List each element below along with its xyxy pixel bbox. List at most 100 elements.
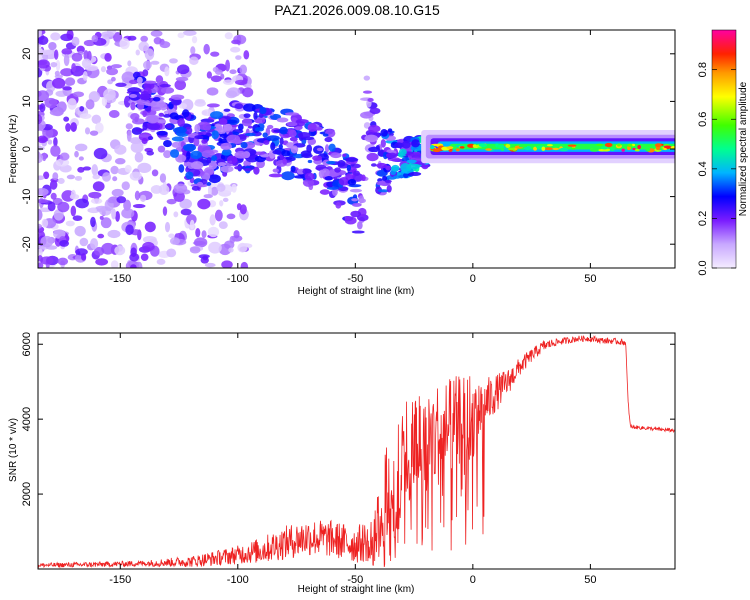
spectral-blob: [159, 136, 170, 141]
spectral-blob: [380, 129, 388, 137]
spectral-blob: [144, 48, 155, 61]
spectral-blob: [208, 241, 222, 254]
spectral-blob: [500, 148, 505, 151]
spectral-blob: [55, 158, 70, 167]
spectral-blob: [110, 260, 119, 268]
spectral-blob: [147, 136, 154, 141]
spectral-blob: [57, 177, 65, 185]
spectral-blob: [150, 30, 163, 37]
spectral-blob: [49, 180, 58, 190]
spectral-blob: [130, 264, 137, 268]
spectral-blob: [166, 248, 177, 258]
spectral-blob: [268, 173, 283, 178]
spectral-blob: [142, 122, 148, 131]
spectral-blob: [219, 133, 229, 138]
colorbar-ticks: 0.0 0.2 0.4 0.6 0.8: [697, 62, 736, 276]
spectral-blob: [533, 146, 537, 151]
spectral-blob: [203, 194, 213, 199]
spectral-blob: [382, 175, 388, 181]
spectral-blob: [146, 114, 159, 124]
spectral-blob: [50, 192, 57, 200]
spectral-blob: [141, 137, 148, 145]
spectral-blob: [121, 208, 135, 219]
spectral-blob: [79, 237, 89, 247]
x-tick-label: 50: [584, 574, 596, 586]
spectral-blob: [552, 147, 560, 151]
spectral-blob: [162, 180, 167, 192]
spectral-blob: [376, 162, 388, 169]
spectral-blob: [335, 201, 342, 209]
spectral-blob: [157, 145, 166, 153]
spectral-blob: [627, 143, 633, 148]
spectral-blob: [89, 130, 99, 136]
spectral-blob: [211, 155, 218, 162]
spectral-blob: [116, 196, 127, 204]
spectral-blob: [72, 91, 85, 98]
spectral-blob: [84, 127, 91, 135]
spectral-blob: [254, 127, 265, 132]
spectral-blob: [518, 145, 528, 148]
spectral-blob: [338, 176, 350, 186]
spectral-blob: [186, 151, 191, 160]
spectral-blob: [135, 49, 140, 56]
spectral-blob: [398, 148, 407, 156]
spectral-blob: [201, 230, 207, 239]
spectral-blob: [385, 152, 398, 159]
spectral-blob: [276, 117, 289, 123]
spectral-blob: [406, 163, 421, 170]
spectral-blob: [142, 241, 155, 252]
spectral-blob: [346, 164, 352, 171]
spectral-blob: [315, 126, 323, 131]
spectral-blob: [353, 170, 360, 177]
spectral-blob: [222, 197, 229, 203]
spectral-blob: [75, 198, 89, 209]
spectral-blob: [95, 122, 104, 134]
spectral-blob: [610, 147, 615, 151]
spectral-blob: [408, 171, 422, 176]
spectral-blob: [197, 198, 211, 210]
spectral-blob: [360, 174, 366, 182]
spectral-blob: [38, 30, 42, 39]
spectral-blob: [50, 62, 58, 68]
spectral-blob: [129, 171, 142, 181]
spectral-blob: [74, 175, 83, 181]
spectral-blob: [399, 174, 404, 179]
spectral-blob: [165, 124, 172, 129]
spectral-blob: [79, 113, 92, 119]
spectral-blob: [150, 106, 162, 112]
spectral-blob: [142, 60, 152, 70]
spectral-blob: [170, 149, 180, 158]
spectral-blob: [221, 151, 231, 156]
spectral-blob: [138, 41, 150, 52]
spectral-blob: [75, 248, 88, 256]
spectral-blob: [39, 103, 46, 113]
spectral-blob: [293, 175, 308, 179]
spectral-blob: [240, 141, 248, 149]
spectral-blob: [111, 208, 117, 220]
spectral-blob: [173, 127, 187, 134]
spectral-blob: [40, 235, 54, 248]
snr-x-label: Height of straight line (km): [298, 584, 415, 595]
x-tick-label: -150: [109, 574, 131, 586]
spectral-blob: [38, 114, 43, 125]
spectral-blob: [140, 35, 149, 43]
spectral-blob: [119, 37, 130, 50]
spectral-blob: [191, 185, 200, 191]
spectral-blob: [224, 32, 233, 40]
spectral-blob: [103, 88, 116, 101]
spectral-blob: [222, 79, 234, 85]
spectral-blob: [226, 134, 241, 144]
spectral-blob: [344, 157, 359, 162]
spectrogram-x-label: Height of straight line (km): [298, 286, 415, 297]
colorbar-label: Normalized spectral amplitude: [738, 81, 749, 216]
spectral-blob: [92, 181, 105, 192]
spectral-blob: [210, 186, 219, 196]
spectral-blob: [478, 143, 487, 148]
spectral-blob: [95, 258, 109, 266]
spectral-blob: [91, 114, 102, 124]
spectral-blob: [171, 141, 181, 148]
spectral-blob: [39, 137, 49, 143]
spectral-blob: [241, 118, 253, 127]
spectral-blob: [182, 30, 197, 36]
snr-x-ticks: -150 -100 -50 0 50: [109, 333, 597, 586]
